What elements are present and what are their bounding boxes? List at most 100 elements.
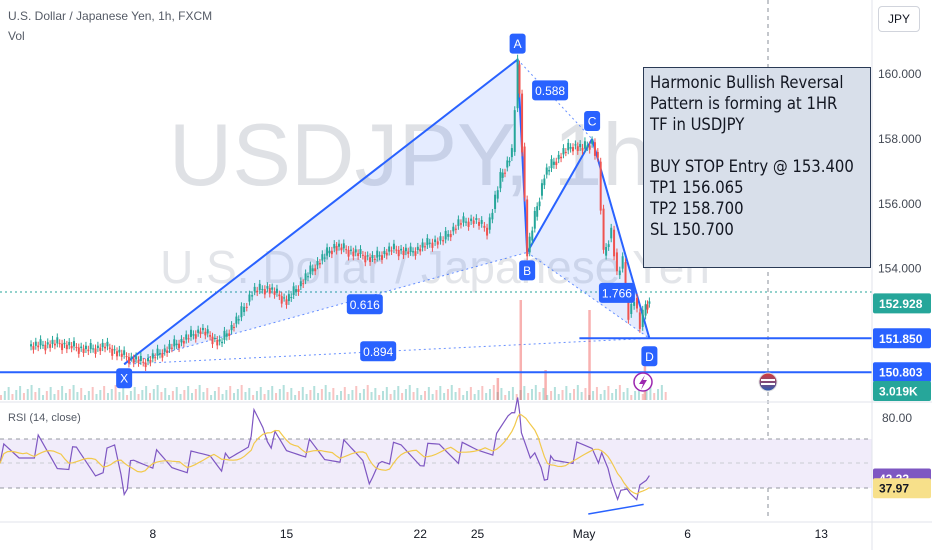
candle-body bbox=[373, 258, 376, 260]
time-tick-8: 8 bbox=[149, 527, 156, 541]
candle-body bbox=[557, 154, 560, 160]
volume-bar bbox=[133, 387, 136, 400]
price-series bbox=[30, 54, 651, 371]
point-label-x: X bbox=[120, 372, 128, 386]
candle-body bbox=[436, 241, 439, 245]
time-tick-22: 22 bbox=[414, 527, 428, 541]
time-tick-25: 25 bbox=[471, 527, 485, 541]
volume-bar bbox=[473, 394, 476, 400]
candle-body bbox=[180, 339, 183, 343]
point-label-bg-a bbox=[509, 33, 526, 54]
time-tick-may: May bbox=[573, 527, 596, 541]
volume-bar bbox=[240, 385, 243, 400]
volume-bar bbox=[244, 392, 247, 400]
candle-body bbox=[84, 345, 87, 350]
volume-bar bbox=[515, 394, 518, 400]
candle-body bbox=[149, 359, 152, 363]
candle-body bbox=[402, 250, 405, 256]
candle-body bbox=[154, 357, 157, 359]
volume-bar bbox=[248, 388, 251, 400]
volume-bar bbox=[347, 394, 350, 400]
volume-bar bbox=[118, 392, 121, 400]
volume-bar bbox=[534, 385, 537, 400]
candle-body bbox=[130, 356, 133, 358]
candle-body bbox=[506, 160, 509, 168]
volume-bar bbox=[378, 395, 381, 400]
volume-bar bbox=[49, 387, 52, 400]
candle-body bbox=[173, 339, 176, 347]
candle-body bbox=[371, 255, 374, 259]
candle-body bbox=[635, 297, 638, 309]
volume-bar bbox=[416, 388, 419, 400]
volume-bar bbox=[424, 391, 427, 400]
lightning-icon[interactable] bbox=[633, 372, 653, 392]
volume-bar bbox=[328, 392, 331, 400]
pattern-labels: X A B C D 0.616 0.588 1.766 0.894 bbox=[116, 33, 658, 389]
candle-body bbox=[540, 183, 543, 196]
candle-body bbox=[494, 194, 497, 209]
pattern-leg-bc bbox=[526, 138, 593, 253]
candle-body bbox=[447, 234, 450, 237]
volume-badge-bg bbox=[873, 381, 931, 401]
volume-bar bbox=[267, 390, 270, 400]
candle-body bbox=[285, 299, 288, 305]
volume-bar bbox=[26, 389, 29, 400]
us-flag-icon[interactable] bbox=[758, 372, 778, 392]
volume-bar bbox=[576, 385, 579, 400]
level-badge-150-803-bg bbox=[873, 362, 931, 383]
candle-body bbox=[583, 141, 586, 149]
candle-body bbox=[53, 343, 56, 346]
pattern-ratio-line-ac bbox=[517, 59, 593, 140]
candle-body bbox=[378, 255, 381, 257]
candle-body bbox=[633, 301, 636, 306]
currency-button[interactable]: JPY bbox=[878, 6, 920, 32]
candle-body bbox=[364, 255, 367, 263]
candle-body bbox=[151, 353, 154, 359]
volume-bar bbox=[530, 389, 533, 400]
candle-body bbox=[230, 325, 233, 331]
candle-body bbox=[163, 348, 166, 352]
volume-spike bbox=[496, 378, 500, 400]
candle-body bbox=[147, 357, 150, 362]
candle-body bbox=[431, 242, 434, 248]
volume-bar bbox=[412, 392, 415, 400]
volume-bar bbox=[57, 390, 60, 400]
candle-body bbox=[531, 230, 534, 241]
price-tick-154-000: 154.000 bbox=[878, 262, 922, 276]
candle-body bbox=[550, 159, 553, 169]
candle-body bbox=[206, 329, 209, 334]
volume-bar bbox=[152, 389, 155, 400]
candle-body bbox=[113, 349, 116, 351]
volume-bar bbox=[84, 395, 87, 400]
candle-body bbox=[192, 334, 195, 336]
volume-bar bbox=[137, 394, 140, 400]
candle-body bbox=[275, 288, 278, 293]
volume-bar bbox=[38, 388, 41, 400]
volume-bar bbox=[653, 393, 656, 400]
volume-bar bbox=[297, 391, 300, 400]
volume-bar bbox=[156, 385, 159, 400]
candle-body bbox=[199, 331, 202, 335]
candle-body bbox=[99, 347, 102, 352]
candle-body bbox=[58, 343, 61, 345]
rsi-divergence-line bbox=[588, 503, 644, 515]
candle-body bbox=[295, 289, 298, 293]
volume-bar bbox=[450, 385, 453, 400]
candle-body bbox=[94, 348, 97, 354]
rsi-series bbox=[0, 397, 650, 515]
volume-bar bbox=[355, 386, 358, 400]
candle-body bbox=[449, 234, 452, 238]
volume-spike bbox=[519, 300, 523, 400]
candle-body bbox=[271, 287, 274, 290]
volume-bar bbox=[179, 394, 182, 400]
candle-body bbox=[526, 199, 529, 257]
candle-body bbox=[648, 301, 651, 304]
candle-body bbox=[221, 341, 224, 344]
candle-body bbox=[588, 145, 591, 150]
note-line-4: BUY STOP Entry @ 153.400 bbox=[650, 157, 854, 176]
volume-bar bbox=[343, 387, 346, 400]
candle-body bbox=[576, 146, 579, 151]
volume-bar bbox=[485, 393, 488, 400]
candle-body bbox=[646, 304, 649, 310]
